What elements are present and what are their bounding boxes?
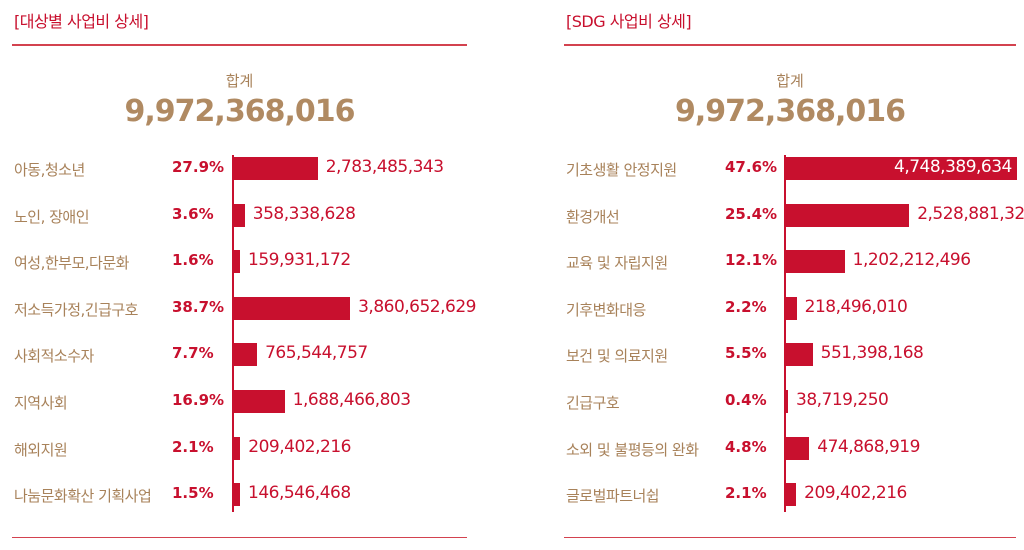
category-label: 아동,청소년 bbox=[14, 161, 85, 179]
bar bbox=[234, 483, 240, 507]
bar-row: 긴급구호 0.4% 38,719,250 bbox=[564, 390, 1016, 414]
percent-label: 7.7% bbox=[172, 344, 214, 363]
percent-label: 2.2% bbox=[725, 297, 767, 316]
category-label: 기후변화대응 bbox=[566, 300, 646, 319]
percent-label: 1.5% bbox=[172, 484, 214, 503]
value-label: 209,402,216 bbox=[248, 436, 351, 457]
category-label: 교육 및 자립지원 bbox=[566, 254, 668, 273]
percent-label: 25.4% bbox=[725, 204, 778, 223]
divider bbox=[564, 537, 1016, 538]
sdg-budget-panel: [SDG 사업비 상세] 합계 9,972,368,016 기초생활 안정지원 … bbox=[564, 0, 1024, 550]
bar-row: 아동,청소년 27.9% 2,783,485,343 bbox=[12, 157, 467, 181]
percent-label: 38.7% bbox=[172, 297, 225, 316]
panel-title: [대상별 사업비 상세] bbox=[14, 12, 149, 31]
divider bbox=[12, 44, 467, 46]
bar-row: 소외 및 불평등의 완화 4.8% 474,868,919 bbox=[564, 436, 1016, 461]
percent-label: 16.9% bbox=[172, 391, 225, 409]
category-label: 환경개선 bbox=[566, 207, 620, 226]
bar bbox=[786, 483, 797, 507]
bar bbox=[234, 343, 258, 367]
value-label: 2,528,881,323 bbox=[917, 203, 1024, 224]
category-label: 지역사회 bbox=[14, 394, 68, 412]
value-label: 2,783,485,343 bbox=[325, 157, 444, 177]
category-label: 소외 및 불평등의 완화 bbox=[566, 440, 699, 459]
bar-row: 노인, 장애인 3.6% 358,338,628 bbox=[12, 203, 467, 228]
bar-row: 교육 및 자립지원 12.1% 1,202,212,496 bbox=[564, 250, 1016, 274]
value-label: 218,496,010 bbox=[804, 296, 908, 317]
value-label: 358,338,628 bbox=[252, 203, 356, 224]
bar-row: 여성,한부모,다문화 1.6% 159,931,172 bbox=[12, 250, 467, 274]
value-label: 159,931,172 bbox=[248, 250, 351, 271]
bar bbox=[786, 250, 845, 274]
bar-row: 지역사회 16.9% 1,688,466,803 bbox=[12, 390, 467, 414]
bar bbox=[786, 390, 788, 413]
category-label: 여성,한부모,다문화 bbox=[14, 254, 129, 273]
category-label: 글로벌파트너쉽 bbox=[566, 487, 660, 506]
category-label: 노인, 장애인 bbox=[14, 207, 90, 226]
value-label: 146,546,468 bbox=[248, 483, 351, 504]
value-label: 551,398,168 bbox=[820, 343, 924, 364]
percent-label: 1.6% bbox=[172, 251, 214, 270]
bar bbox=[786, 436, 810, 460]
total-label: 합계 bbox=[776, 72, 804, 90]
bar-axis bbox=[784, 155, 786, 512]
percent-label: 2.1% bbox=[725, 484, 767, 503]
value-label: 4,748,389,634 bbox=[894, 157, 1012, 177]
category-label: 기초생활 안정지원 bbox=[566, 161, 677, 179]
bar bbox=[234, 296, 351, 320]
category-label: 나눔문화확산 기획사업 bbox=[14, 487, 152, 506]
total-value: 9,972,368,016 bbox=[124, 94, 356, 129]
total-label: 합계 bbox=[225, 72, 254, 90]
bar bbox=[234, 157, 318, 180]
bar bbox=[234, 390, 285, 413]
value-label: 1,688,466,803 bbox=[292, 390, 411, 410]
bar-row: 기후변화대응 2.2% 218,496,010 bbox=[564, 296, 1016, 321]
panel-title: [SDG 사업비 상세] bbox=[566, 12, 692, 31]
bar bbox=[234, 436, 241, 460]
value-label: 1,202,212,496 bbox=[852, 250, 971, 271]
percent-label: 4.8% bbox=[725, 437, 767, 456]
percent-label: 47.6% bbox=[725, 158, 778, 176]
value-label: 209,402,216 bbox=[804, 483, 907, 504]
bar bbox=[786, 157, 1017, 180]
bar-axis bbox=[232, 155, 234, 512]
category-label: 사회적소수자 bbox=[14, 347, 94, 366]
value-label: 474,868,919 bbox=[817, 436, 920, 457]
category-label: 보건 및 의료지원 bbox=[566, 347, 668, 366]
bar bbox=[786, 296, 797, 320]
bar bbox=[786, 203, 910, 227]
percent-label: 5.5% bbox=[725, 344, 767, 363]
category-label: 해외지원 bbox=[14, 440, 68, 459]
bar bbox=[786, 343, 813, 367]
percent-label: 3.6% bbox=[172, 204, 214, 223]
bar-row: 사회적소수자 7.7% 765,544,757 bbox=[12, 343, 467, 367]
target-budget-panel: [대상별 사업비 상세] 합계 9,972,368,016 아동,청소년 27.… bbox=[12, 0, 476, 550]
bar-row: 저소득가정,긴급구호 38.7% 3,860,652,629 bbox=[12, 296, 476, 321]
percent-label: 12.1% bbox=[725, 251, 778, 270]
bar-row: 나눔문화확산 기획사업 1.5% 146,546,468 bbox=[12, 483, 467, 507]
percent-label: 2.1% bbox=[172, 437, 214, 456]
bar-row: 해외지원 2.1% 209,402,216 bbox=[12, 436, 467, 461]
bar bbox=[234, 250, 240, 274]
percent-label: 27.9% bbox=[172, 158, 225, 176]
divider bbox=[564, 44, 1016, 46]
bar-row: 보건 및 의료지원 5.5% 551,398,168 bbox=[564, 343, 1016, 367]
category-label: 저소득가정,긴급구호 bbox=[14, 300, 138, 319]
divider bbox=[12, 537, 467, 538]
value-label: 38,719,250 bbox=[796, 390, 889, 410]
total-value: 9,972,368,016 bbox=[675, 94, 906, 129]
value-label: 3,860,652,629 bbox=[358, 296, 476, 317]
bar-row: 환경개선 25.4% 2,528,881,323 bbox=[564, 203, 1024, 228]
bar bbox=[234, 203, 245, 227]
bar-row: 기초생활 안정지원 47.6% 4,748,389,634 bbox=[564, 157, 1017, 181]
value-label: 765,544,757 bbox=[265, 343, 368, 364]
bar-row: 글로벌파트너쉽 2.1% 209,402,216 bbox=[564, 483, 1016, 507]
category-label: 긴급구호 bbox=[566, 394, 620, 412]
percent-label: 0.4% bbox=[725, 391, 767, 409]
